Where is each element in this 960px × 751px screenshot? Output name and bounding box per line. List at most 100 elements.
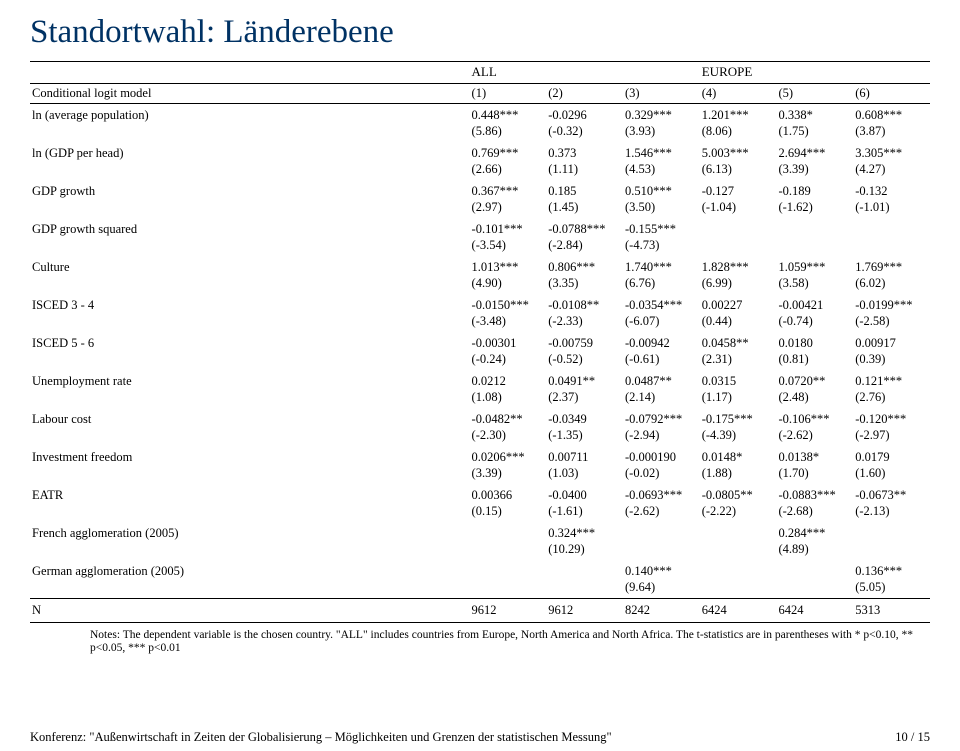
table-notes: Notes: The dependent variable is the cho… bbox=[90, 629, 930, 655]
cell-tstat: (-0.52) bbox=[546, 351, 623, 370]
cell-tstat: (0.39) bbox=[853, 351, 930, 370]
cell-value: 1.546*** bbox=[623, 142, 700, 162]
row-label: ISCED 5 - 6 bbox=[30, 332, 470, 352]
cell-value: -0.155*** bbox=[623, 218, 700, 238]
cell-value bbox=[700, 522, 777, 542]
cell-tstat: (-6.07) bbox=[623, 313, 700, 332]
table-row: (2.66)(1.11)(4.53)(6.13)(3.39)(4.27) bbox=[30, 161, 930, 180]
cell-value: -0.0693*** bbox=[623, 484, 700, 504]
cell-value: 0.0315 bbox=[700, 370, 777, 390]
cell-tstat: (-0.32) bbox=[546, 123, 623, 142]
cell-value: 0.373 bbox=[546, 142, 623, 162]
group-header-row: ALL EUROPE bbox=[30, 62, 930, 84]
cell-value: -0.106*** bbox=[776, 408, 853, 428]
cell-value: 0.121*** bbox=[853, 370, 930, 390]
row-label: GDP growth squared bbox=[30, 218, 470, 238]
cell-tstat: (1.17) bbox=[700, 389, 777, 408]
col-5: (5) bbox=[776, 83, 853, 103]
table-row: French agglomeration (2005)0.324***0.284… bbox=[30, 522, 930, 542]
table-row: German agglomeration (2005) 0.140*** 0.136… bbox=[30, 560, 930, 580]
cell-tstat: (9.64) bbox=[623, 579, 700, 598]
cell-tstat: (5.86) bbox=[470, 123, 547, 142]
regression-table: ALL EUROPE Conditional logit model (1) (… bbox=[30, 61, 930, 623]
cell-tstat: (0.44) bbox=[700, 313, 777, 332]
cell-tstat: (-2.30) bbox=[470, 427, 547, 446]
cell-value: 1.059*** bbox=[776, 256, 853, 276]
cell-tstat: (4.53) bbox=[623, 161, 700, 180]
slide-footer: Konferenz: "Außenwirtschaft in Zeiten de… bbox=[30, 730, 930, 745]
cell-value: 0.367*** bbox=[470, 180, 547, 200]
table-row: ln (average population)0.448***-0.0296 0.… bbox=[30, 103, 930, 123]
n-6: 5313 bbox=[853, 598, 930, 622]
cell-tstat: (1.88) bbox=[700, 465, 777, 484]
cell-value: 0.136*** bbox=[853, 560, 930, 580]
table-row: (1.08)(2.37)(2.14)(1.17)(2.48)(2.76) bbox=[30, 389, 930, 408]
cell-tstat: (1.11) bbox=[546, 161, 623, 180]
cell-tstat: (1.60) bbox=[853, 465, 930, 484]
cell-tstat: (-0.24) bbox=[470, 351, 547, 370]
table-row: Labour cost-0.0482**-0.0349-0.0792***-0.… bbox=[30, 408, 930, 428]
cell-tstat: (6.13) bbox=[700, 161, 777, 180]
group-all: ALL bbox=[470, 62, 700, 84]
cell-tstat: (1.75) bbox=[776, 123, 853, 142]
cell-value: 0.00711 bbox=[546, 446, 623, 466]
cell-value: -0.0788*** bbox=[546, 218, 623, 238]
cell-value: -0.0805** bbox=[700, 484, 777, 504]
table-row: (-0.24)(-0.52)(-0.61)(2.31)(0.81)(0.39) bbox=[30, 351, 930, 370]
table-row: (-3.48)(-2.33)(-6.07)(0.44)(-0.74)(-2.58… bbox=[30, 313, 930, 332]
cell-value: 0.284*** bbox=[776, 522, 853, 542]
cell-tstat: (-1.35) bbox=[546, 427, 623, 446]
cell-tstat: (2.76) bbox=[853, 389, 930, 408]
cell-tstat: (6.99) bbox=[700, 275, 777, 294]
cell-tstat: (-0.61) bbox=[623, 351, 700, 370]
row-label: French agglomeration (2005) bbox=[30, 522, 470, 542]
col-1: (1) bbox=[470, 83, 547, 103]
cell-value bbox=[700, 560, 777, 580]
cell-tstat: (-2.13) bbox=[853, 503, 930, 522]
cell-value: 1.013*** bbox=[470, 256, 547, 276]
col-4: (4) bbox=[700, 83, 777, 103]
cell-value: -0.175*** bbox=[700, 408, 777, 428]
cell-value: -0.00301 bbox=[470, 332, 547, 352]
cell-value: 0.608*** bbox=[853, 103, 930, 123]
table-row: (2.97)(1.45)(3.50)(-1.04)(-1.62)(-1.01) bbox=[30, 199, 930, 218]
footer-right: 10 / 15 bbox=[895, 730, 930, 745]
table-row: ln (GDP per head)0.769***0.3731.546***5.… bbox=[30, 142, 930, 162]
table-row: Culture1.013***0.806***1.740***1.828***1… bbox=[30, 256, 930, 276]
cell-tstat: (-2.33) bbox=[546, 313, 623, 332]
cell-value: 0.0720** bbox=[776, 370, 853, 390]
n-1: 9612 bbox=[470, 598, 547, 622]
table-row: (0.15)(-1.61)(-2.62)(-2.22)(-2.68)(-2.13… bbox=[30, 503, 930, 522]
row-label: Labour cost bbox=[30, 408, 470, 428]
cell-value: -0.0296 bbox=[546, 103, 623, 123]
row-label: ln (GDP per head) bbox=[30, 142, 470, 162]
cell-tstat bbox=[546, 579, 623, 598]
row-label: German agglomeration (2005) bbox=[30, 560, 470, 580]
cell-value: 0.140*** bbox=[623, 560, 700, 580]
row-label: Unemployment rate bbox=[30, 370, 470, 390]
cell-value: 0.448*** bbox=[470, 103, 547, 123]
cell-value: -0.0792*** bbox=[623, 408, 700, 428]
cell-tstat: (-2.22) bbox=[700, 503, 777, 522]
cell-tstat bbox=[700, 237, 777, 256]
table-row: ISCED 5 - 6-0.00301-0.00759-0.009420.045… bbox=[30, 332, 930, 352]
cell-value: -0.0482** bbox=[470, 408, 547, 428]
cell-value: -0.000190 bbox=[623, 446, 700, 466]
cell-value bbox=[853, 218, 930, 238]
n-5: 6424 bbox=[776, 598, 853, 622]
cell-tstat: (2.14) bbox=[623, 389, 700, 408]
table-row: (-3.54)(-2.84)(-4.73) bbox=[30, 237, 930, 256]
cell-tstat bbox=[700, 541, 777, 560]
cell-value: 0.338* bbox=[776, 103, 853, 123]
col-6: (6) bbox=[853, 83, 930, 103]
row-label: Culture bbox=[30, 256, 470, 276]
cell-value: -0.127 bbox=[700, 180, 777, 200]
row-label: ln (average population) bbox=[30, 103, 470, 123]
cell-tstat: (-1.62) bbox=[776, 199, 853, 218]
cell-tstat bbox=[776, 579, 853, 598]
cell-tstat: (4.89) bbox=[776, 541, 853, 560]
cell-tstat: (4.27) bbox=[853, 161, 930, 180]
cell-tstat: (3.58) bbox=[776, 275, 853, 294]
cell-value: 0.0212 bbox=[470, 370, 547, 390]
cell-value: 3.305*** bbox=[853, 142, 930, 162]
